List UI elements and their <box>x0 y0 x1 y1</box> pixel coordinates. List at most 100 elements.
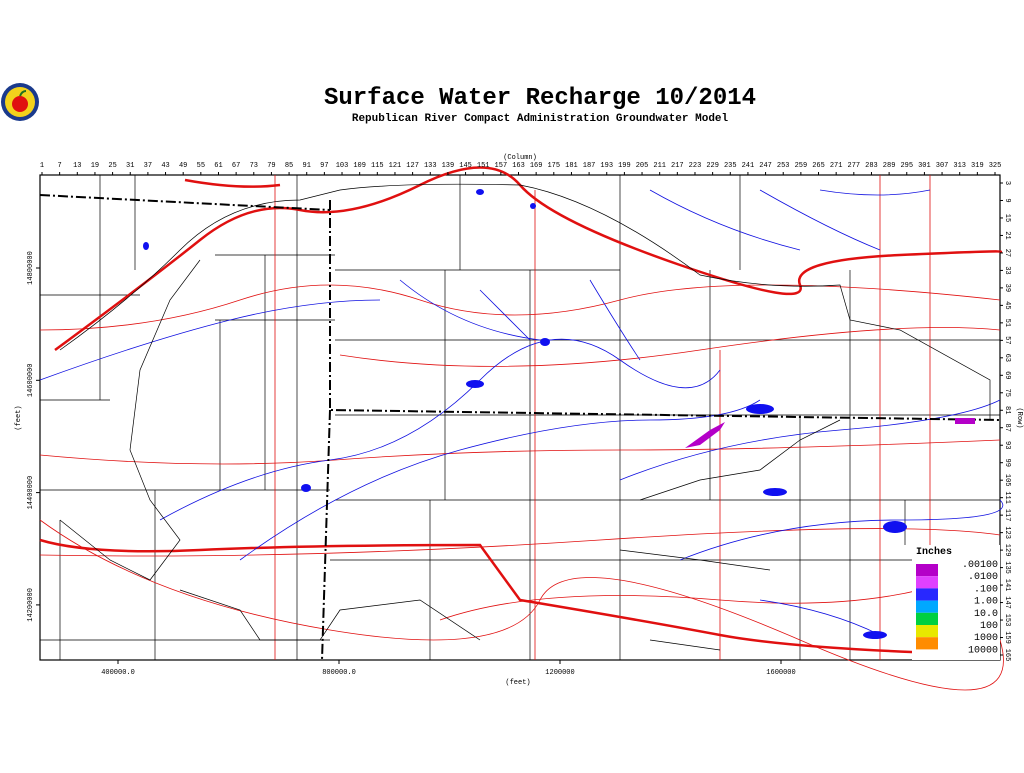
row-tick-label: 117 <box>1003 509 1011 522</box>
column-tick-label: 133 <box>424 162 437 170</box>
row-tick-label: 93 <box>1003 441 1011 449</box>
y-feet-label: 14600000 <box>27 363 35 397</box>
column-tick-label: 127 <box>406 162 419 170</box>
row-tick-label: 15 <box>1003 214 1011 222</box>
column-tick-label: 19 <box>91 162 99 170</box>
x-feet-label: 400000.0 <box>101 669 135 677</box>
row-tick-label: 81 <box>1003 406 1011 414</box>
row-tick-label: 165 <box>1003 649 1011 662</box>
column-tick-label: 217 <box>671 162 684 170</box>
column-tick-label: 151 <box>477 162 490 170</box>
column-tick-label: 289 <box>883 162 896 170</box>
column-tick-label: 235 <box>724 162 737 170</box>
column-tick-label: 223 <box>689 162 702 170</box>
legend-swatch <box>916 637 938 650</box>
column-tick-label: 7 <box>58 162 62 170</box>
column-tick-label: 175 <box>547 162 560 170</box>
legend-title: Inches <box>916 546 952 558</box>
column-tick-label: 187 <box>583 162 596 170</box>
legend-label: .0100 <box>968 572 998 583</box>
ticks: 1 7 13 19 25 31 37 43 49 55 61 67 73 79 85 91 97 103 109 11… <box>27 162 1011 677</box>
column-tick-label: 109 <box>353 162 366 170</box>
row-tick-label: 87 <box>1003 424 1011 432</box>
y-feet-title: (feet) <box>15 405 23 430</box>
legend-swatch <box>916 576 938 589</box>
reservoirs <box>143 189 907 639</box>
legend-label: 1000 <box>974 633 998 644</box>
column-tick-label: 283 <box>865 162 878 170</box>
column-tick-label: 85 <box>285 162 293 170</box>
row-tick-label: 123 <box>1003 526 1011 539</box>
column-tick-label: 229 <box>706 162 719 170</box>
row-tick-label: 159 <box>1003 631 1011 644</box>
legend-swatch <box>916 588 938 601</box>
legend-swatch <box>916 564 938 577</box>
column-tick-label: 163 <box>512 162 525 170</box>
legend-label: .00100 <box>962 560 998 571</box>
x-feet-label: 1600000 <box>766 669 795 677</box>
row-tick-label: 129 <box>1003 544 1011 557</box>
column-tick-label: 13 <box>73 162 81 170</box>
title: Surface Water Recharge 10/2014 <box>324 85 756 112</box>
column-tick-label: 91 <box>303 162 311 170</box>
column-tick-label: 121 <box>389 162 402 170</box>
row-tick-label: 147 <box>1003 596 1011 609</box>
legend-swatch <box>916 625 938 638</box>
row-tick-label: 39 <box>1003 284 1011 292</box>
legend-label: 100 <box>980 621 998 632</box>
legend-label: 10000 <box>968 645 998 656</box>
column-tick-label: 181 <box>565 162 578 170</box>
column-tick-label: 145 <box>459 162 472 170</box>
column-tick-label: 55 <box>197 162 205 170</box>
column-tick-label: 79 <box>267 162 275 170</box>
legend-swatch <box>916 612 938 625</box>
column-tick-label: 61 <box>214 162 222 170</box>
logo <box>1 83 39 121</box>
row-tick-label: 33 <box>1003 266 1011 274</box>
column-tick-label: 49 <box>179 162 187 170</box>
row-tick-label: 153 <box>1003 614 1011 627</box>
row-tick-label: 75 <box>1003 389 1011 397</box>
legend-label: .100 <box>974 584 998 595</box>
column-tick-label: 1 <box>40 162 44 170</box>
column-tick-label: 97 <box>320 162 328 170</box>
map-area <box>39 166 1004 691</box>
y-feet-label: 14200000 <box>27 588 35 622</box>
rivers <box>39 189 1004 636</box>
row-tick-label: 135 <box>1003 561 1011 574</box>
column-tick-label: 211 <box>653 162 666 170</box>
subtitle: Republican River Compact Administration … <box>352 113 729 125</box>
column-tick-label: 193 <box>600 162 613 170</box>
column-tick-label: 103 <box>336 162 349 170</box>
row-tick-label: 45 <box>1003 301 1011 309</box>
column-tick-label: 157 <box>495 162 508 170</box>
column-title: (Column) <box>503 154 537 162</box>
column-tick-label: 295 <box>900 162 913 170</box>
row-title: (Row) <box>1015 407 1023 428</box>
column-tick-label: 271 <box>830 162 843 170</box>
column-tick-label: 25 <box>108 162 116 170</box>
legend: Inches .00100.0100.100 1.0010.01001000100… <box>912 545 1000 660</box>
y-feet-label: 14800000 <box>27 251 35 285</box>
x-feet-label: 1200000 <box>545 669 574 677</box>
row-tick-label: 3 <box>1003 181 1011 185</box>
row-tick-label: 57 <box>1003 336 1011 344</box>
row-tick-label: 21 <box>1003 231 1011 239</box>
row-tick-label: 99 <box>1003 459 1011 467</box>
column-tick-label: 325 <box>989 162 1002 170</box>
row-tick-label: 111 <box>1003 491 1011 504</box>
column-tick-label: 301 <box>918 162 931 170</box>
state-line <box>39 194 1001 661</box>
column-tick-label: 319 <box>971 162 984 170</box>
row-tick-label: 63 <box>1003 354 1011 362</box>
column-tick-label: 307 <box>936 162 949 170</box>
column-tick-label: 67 <box>232 162 240 170</box>
column-tick-label: 115 <box>371 162 384 170</box>
basin-boundary <box>59 183 991 651</box>
column-tick-label: 277 <box>848 162 861 170</box>
x-feet-title: (feet) <box>505 679 530 687</box>
y-feet-label: 14400000 <box>27 476 35 510</box>
row-tick-label: 141 <box>1003 579 1011 592</box>
column-tick-label: 73 <box>250 162 258 170</box>
